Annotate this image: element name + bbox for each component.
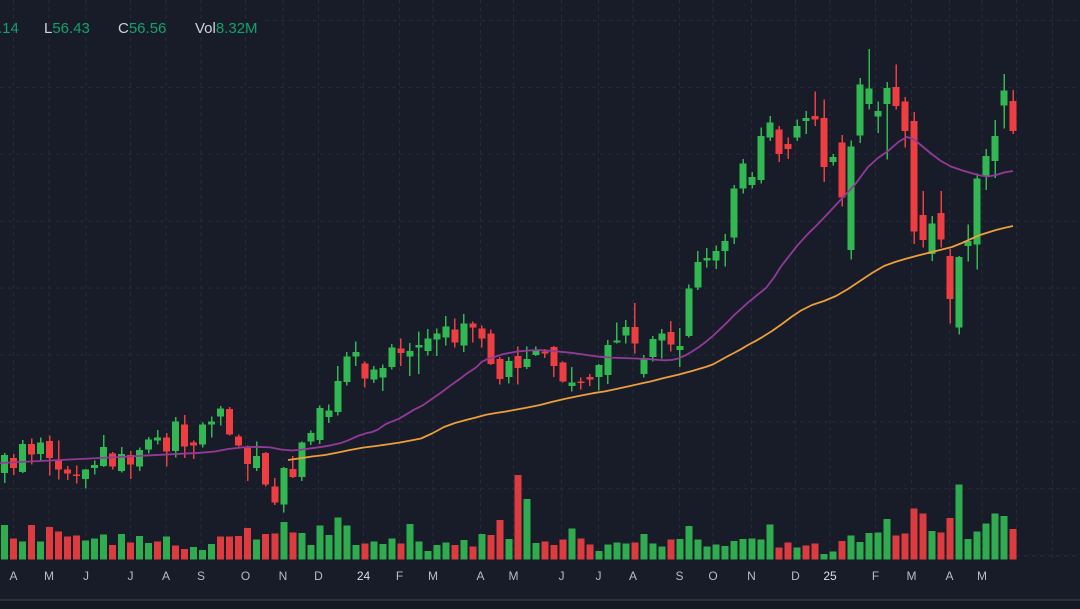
svg-text:S: S: [675, 569, 683, 583]
svg-text:J: J: [596, 569, 602, 583]
svg-text:F: F: [396, 569, 403, 583]
svg-text:24: 24: [357, 569, 371, 583]
svg-text:S: S: [197, 569, 205, 583]
svg-text:J: J: [83, 569, 89, 583]
svg-text:F: F: [872, 569, 879, 583]
svg-text:A: A: [629, 569, 637, 583]
svg-text:N: N: [279, 569, 288, 583]
svg-text:A: A: [945, 569, 953, 583]
svg-text:M: M: [428, 569, 438, 583]
svg-text:O: O: [241, 569, 250, 583]
svg-text:25: 25: [823, 569, 837, 583]
svg-text:J: J: [559, 569, 565, 583]
svg-text:J: J: [128, 569, 134, 583]
svg-text:D: D: [314, 569, 323, 583]
svg-text:A: A: [476, 569, 484, 583]
svg-text:A: A: [162, 569, 170, 583]
svg-text:D: D: [791, 569, 800, 583]
svg-text:N: N: [747, 569, 756, 583]
svg-text:A: A: [9, 569, 17, 583]
svg-text:M: M: [977, 569, 987, 583]
svg-text:M: M: [907, 569, 917, 583]
svg-text:M: M: [44, 569, 54, 583]
svg-text:O: O: [708, 569, 717, 583]
svg-text:M: M: [509, 569, 519, 583]
